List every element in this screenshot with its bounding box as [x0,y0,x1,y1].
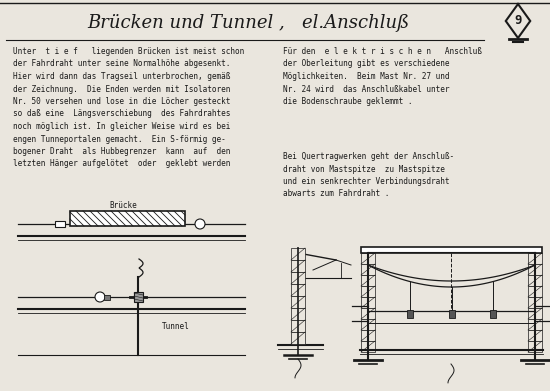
Bar [528,341,542,352]
Bar [291,260,305,272]
Text: Unter  t i e f   liegenden Brücken ist meist schon
der Fahrdraht unter seine Nor: Unter t i e f liegenden Brücken ist meis… [13,47,244,169]
Bar [361,330,375,341]
Bar [490,310,496,318]
Bar [361,264,375,275]
Circle shape [195,219,205,229]
Bar [528,275,542,286]
Bar [361,275,375,286]
Bar [528,330,542,341]
Bar [528,286,542,297]
Bar [55,221,65,227]
Text: 9: 9 [514,14,522,27]
Bar [528,297,542,308]
Bar [361,253,375,264]
Bar [361,341,375,352]
Bar [70,211,185,226]
Bar [528,308,542,319]
Bar [528,319,542,330]
Bar [291,248,305,260]
Bar [291,332,305,344]
Bar [448,310,454,318]
Bar [528,253,542,264]
Text: Brücken und Tunnel ,   el.Anschluß: Brücken und Tunnel , el.Anschluß [87,14,409,32]
Bar [291,284,305,296]
Text: Bei Quertragwerken geht der Anschluß-
draht von Mastspitze  zu Mastspitze
und ei: Bei Quertragwerken geht der Anschluß- dr… [283,152,454,199]
Circle shape [95,292,105,302]
Text: Für den  e l e k t r i s c h e n   Anschluß
der Oberleitung gibt es verschiedene: Für den e l e k t r i s c h e n Anschluß… [283,47,482,106]
Bar [361,286,375,297]
Bar [291,296,305,308]
Bar [291,320,305,332]
Text: Brücke: Brücke [109,201,137,210]
Bar [134,292,143,302]
Bar [361,308,375,319]
Bar [361,247,542,253]
Bar [528,264,542,275]
Bar [291,308,305,320]
Text: Tunnel: Tunnel [162,322,190,331]
Bar [291,272,305,284]
Bar [361,297,375,308]
Bar [361,319,375,330]
Bar [104,295,110,300]
Bar [407,310,412,318]
